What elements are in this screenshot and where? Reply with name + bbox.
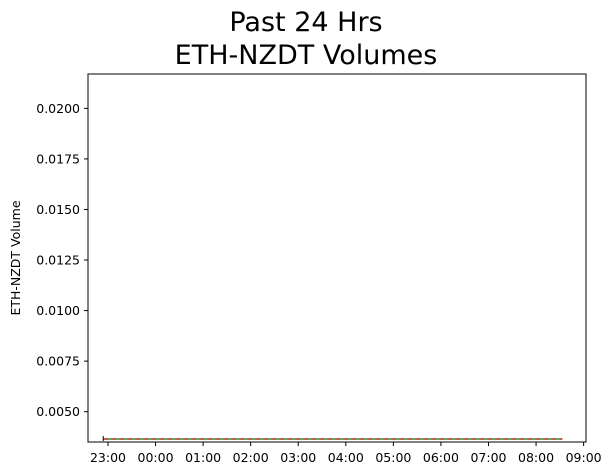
y-axis-label: ETH-NZDT Volume (8, 200, 23, 315)
x-tick-label: 03:00 (280, 450, 316, 465)
y-tick-label: 0.0125 (36, 253, 80, 268)
x-tick-label: 05:00 (375, 450, 411, 465)
title-line-1: Past 24 Hrs (229, 7, 382, 38)
y-tick-label: 0.0100 (36, 303, 80, 318)
y-tick-label: 0.0075 (36, 354, 80, 369)
x-axis: 23:00 00:00 01:00 02:00 03:00 04:00 05:00 06:00… (90, 442, 602, 465)
y-tick-label: 0.0175 (36, 151, 80, 166)
plot-frame (87, 73, 587, 443)
x-tick-label: 23:00 (90, 450, 126, 465)
x-tick-label: 02:00 (233, 450, 269, 465)
x-tick-label: 06:00 (423, 450, 459, 465)
y-tick-label: 0.0200 (36, 101, 80, 116)
y-tick-label: 0.0050 (36, 404, 80, 419)
y-tick-label: 0.0150 (36, 202, 80, 217)
x-tick-label: 00:00 (138, 450, 174, 465)
title-line-2: ETH-NZDT Volumes (175, 40, 438, 71)
y-axis: 0.0050 0.0075 0.0100 0.0125 0.0150 0.0175 0.02… (36, 101, 88, 419)
x-tick-label: 07:00 (470, 450, 506, 465)
x-tick-label: 01:00 (185, 450, 221, 465)
plot-area (87, 73, 587, 443)
x-tick-label: 08:00 (518, 450, 554, 465)
x-tick-label: 09:00 (566, 450, 602, 465)
x-tick-label: 04:00 (328, 450, 364, 465)
